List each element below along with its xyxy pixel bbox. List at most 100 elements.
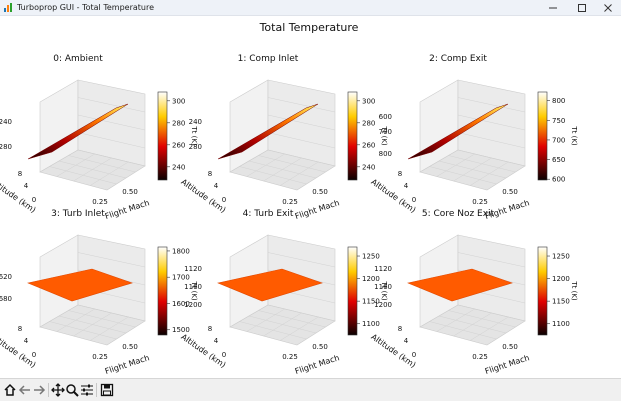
colorbar-tick-label: 240 <box>362 163 375 171</box>
close-icon <box>604 3 612 12</box>
gridline <box>457 97 526 113</box>
figure-canvas[interactable]: Total Temperature 0: Ambient280240840Alt… <box>0 16 621 378</box>
colorbar-label: Tt (K) <box>570 280 578 301</box>
gridline <box>263 157 302 182</box>
colorbar-tick-label: 1500 <box>172 326 190 334</box>
x-axis-label: Flight Mach <box>294 198 341 221</box>
colorbar-tick-label: 240 <box>172 163 185 171</box>
maximize-button[interactable] <box>569 0 595 15</box>
floor-pane <box>39 304 146 346</box>
subplot-3[interactable]: 3: Turb Inlet16801620840Altitude (km)0.2… <box>0 209 198 376</box>
colorbar-tick-label: 1150 <box>552 298 570 306</box>
gridline <box>77 97 146 113</box>
colorbar <box>347 91 358 181</box>
gridline <box>267 114 336 131</box>
colorbar-tick-label: 1250 <box>362 253 380 261</box>
colorbar <box>537 246 548 336</box>
y-tick-label: 8 <box>398 325 402 333</box>
subplot-5[interactable]: 5: Core Noz Exit 1200 1160 1120 840Altitude … <box>369 209 578 376</box>
colorbar-tick-label: 1700 <box>172 274 190 282</box>
surface <box>406 268 513 302</box>
z-tick-label: 1160 <box>374 283 392 291</box>
y-tick-label: 4 <box>214 337 219 345</box>
pan-button[interactable] <box>50 382 66 398</box>
save-button[interactable] <box>99 382 115 398</box>
colorbar-tick-label: 280 <box>362 119 375 127</box>
gridline <box>77 252 146 268</box>
gridline <box>457 252 526 268</box>
minimize-button[interactable] <box>540 0 566 15</box>
gridline <box>448 155 516 173</box>
zoom-button[interactable] <box>64 382 80 398</box>
y-tick-label: 0 <box>32 351 36 359</box>
gridline <box>267 97 336 113</box>
y-tick-label: 4 <box>214 182 219 190</box>
colorbar-tick-label: 600 <box>552 176 565 184</box>
colorbar-tick-label: 1600 <box>172 300 190 308</box>
colorbar-tick-label: 1200 <box>552 275 570 283</box>
z-tick-label: 1200 <box>374 301 392 309</box>
gridline <box>263 312 302 337</box>
x-tick-label: 0.50 <box>502 343 518 351</box>
gridline <box>448 310 516 328</box>
z-tick-label: 1620 <box>0 273 12 281</box>
maximize-icon <box>578 3 586 12</box>
back-icon <box>18 385 30 395</box>
gridline <box>470 161 509 186</box>
y-axis-label: Altitude (km) <box>179 177 227 214</box>
surface <box>26 268 133 302</box>
floor-pane <box>229 149 336 191</box>
gridline <box>90 316 129 341</box>
gridline <box>258 310 326 328</box>
forward-button[interactable] <box>31 382 47 398</box>
save-icon <box>100 383 114 397</box>
back-button[interactable] <box>17 382 33 398</box>
close-button[interactable] <box>595 0 621 15</box>
y-tick-label: 0 <box>222 351 226 359</box>
colorbar <box>157 246 168 336</box>
y-tick-label: 0 <box>222 196 226 204</box>
y-tick-label: 4 <box>24 337 29 345</box>
home-button[interactable] <box>2 382 18 398</box>
x-tick-label: 0.50 <box>122 188 138 196</box>
colorbar-tick-label: 750 <box>552 117 565 125</box>
subplot-title: 2: Comp Exit <box>429 54 487 64</box>
z-tick-label: 800 <box>379 150 392 158</box>
window-title: Turboprop GUI - Total Temperature <box>17 3 154 12</box>
colorbar-tick-label: 1150 <box>362 298 380 306</box>
surface <box>216 268 323 302</box>
subplot-title: 0: Ambient <box>53 54 103 64</box>
navigation-toolbar <box>0 378 621 401</box>
colorbar-tick-label: 1250 <box>552 253 570 261</box>
home-icon <box>4 383 16 396</box>
y-tick-label: 4 <box>404 337 409 345</box>
x-axis-label: Flight Mach <box>104 353 151 376</box>
toolbar-separator <box>96 383 97 397</box>
z-tick-label: 280 <box>0 143 12 151</box>
y-tick-label: 0 <box>412 351 416 359</box>
configure-subplots-icon <box>81 384 93 396</box>
x-tick-label: 0.25 <box>282 198 298 206</box>
y-tick-label: 8 <box>18 325 22 333</box>
z-tick-label: 1200 <box>184 301 202 309</box>
gridline <box>470 316 509 341</box>
z-tick-label: 240 <box>0 118 12 126</box>
x-tick-label: 0.25 <box>472 353 488 361</box>
gridline <box>457 114 526 131</box>
colorbar-tick-label: 1100 <box>362 320 380 328</box>
pan-icon <box>51 383 65 397</box>
x-tick-label: 0.25 <box>282 353 298 361</box>
floor-pane <box>419 149 526 191</box>
gridline <box>267 252 336 268</box>
colorbar-label: Tt (K) <box>380 125 388 146</box>
y-tick-label: 8 <box>208 170 212 178</box>
configure-subplots-button[interactable] <box>79 382 95 398</box>
y-tick-label: 0 <box>32 196 36 204</box>
zoom-icon <box>66 384 79 397</box>
gridline <box>68 155 136 173</box>
y-tick-label: 8 <box>398 170 402 178</box>
